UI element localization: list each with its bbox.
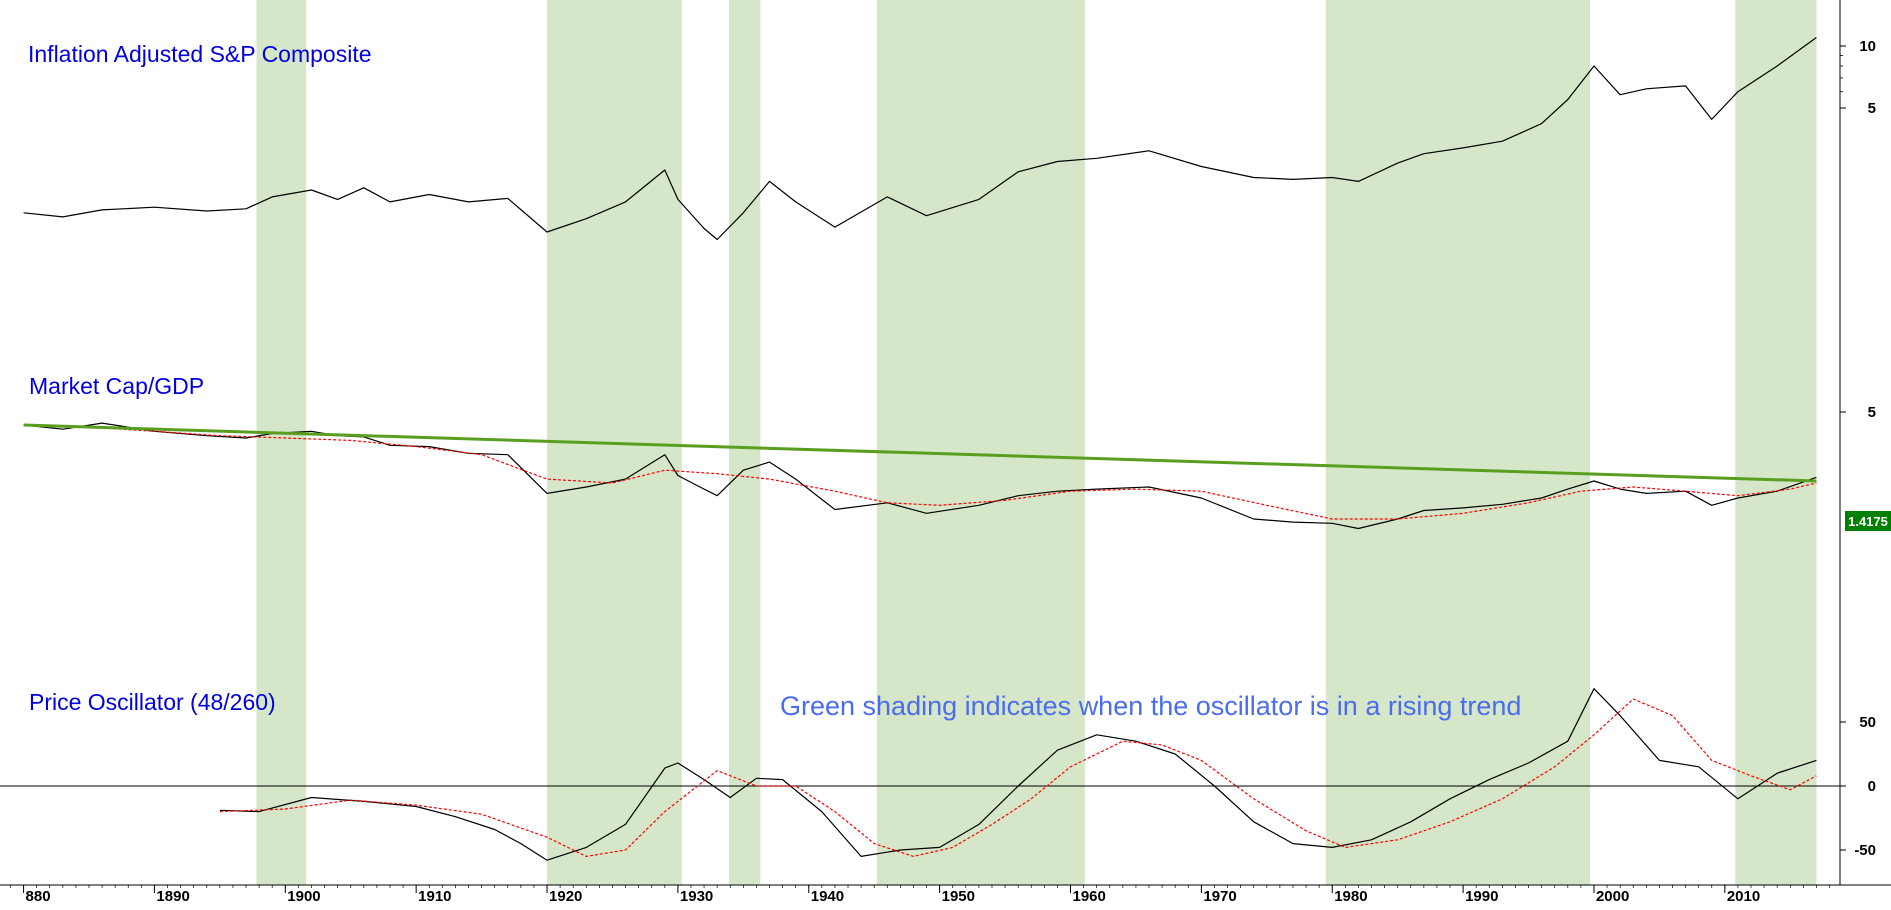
- x-tick-label: 1930: [680, 888, 713, 905]
- y-tick-label: 5: [1868, 404, 1876, 421]
- ratio-panel-title: Market Cap/GDP: [29, 373, 204, 399]
- y-tick-label: 5: [1868, 100, 1876, 117]
- frame-layer: [0, 0, 1891, 886]
- x-tick-label: 1950: [942, 888, 975, 905]
- x-tick-label: 1900: [287, 888, 320, 905]
- ratio-series-signal: [23, 424, 1817, 520]
- y-tick-label: -50: [1854, 842, 1876, 859]
- shading-layer: [256, 0, 1817, 885]
- x-tick-label: 1990: [1465, 888, 1498, 905]
- y-tick-label: 50: [1859, 714, 1876, 731]
- y-tick-label: 10: [1859, 38, 1876, 55]
- x-tick-label: 1890: [156, 888, 189, 905]
- x-tick-label: 1910: [418, 888, 451, 905]
- x-tick-label: 1970: [1203, 888, 1236, 905]
- x-tick-label: 1960: [1072, 888, 1105, 905]
- last-value-badge: 1.4175: [1845, 511, 1891, 531]
- series-layer: [23, 37, 1817, 861]
- price-panel-title: Inflation Adjusted S&P Composite: [28, 41, 372, 67]
- y-tick-label: 0: [1868, 778, 1876, 795]
- price-series-main: [23, 37, 1817, 241]
- shaded-period-4: [876, 0, 1085, 885]
- axis-layer: 880 1890 1900 1910 1920 1930 1940 1950 1960 1970 1…: [10, 38, 1876, 905]
- shaded-period-5: [1325, 0, 1591, 885]
- shaded-period-3: [728, 0, 761, 885]
- osc-series-main: [219, 688, 1817, 861]
- shading-note: Green shading indicates when the oscilla…: [780, 691, 1521, 721]
- shaded-period-1: [256, 0, 307, 885]
- osc-series-signal: [219, 698, 1817, 858]
- x-tick-label: 1940: [811, 888, 844, 905]
- x-tick-label: 2000: [1596, 888, 1629, 905]
- x-tick-label: 1980: [1334, 888, 1367, 905]
- x-tick-label: 880: [26, 888, 51, 905]
- x-tick-label: 1920: [549, 888, 582, 905]
- shaded-period-6: [1735, 0, 1817, 885]
- x-tick-label: 2010: [1727, 888, 1760, 905]
- ratio-series-trendline: [23, 423, 1817, 483]
- last-value-label: 1.4175: [1848, 514, 1888, 529]
- osc-panel-title: Price Oscillator (48/260): [29, 689, 276, 715]
